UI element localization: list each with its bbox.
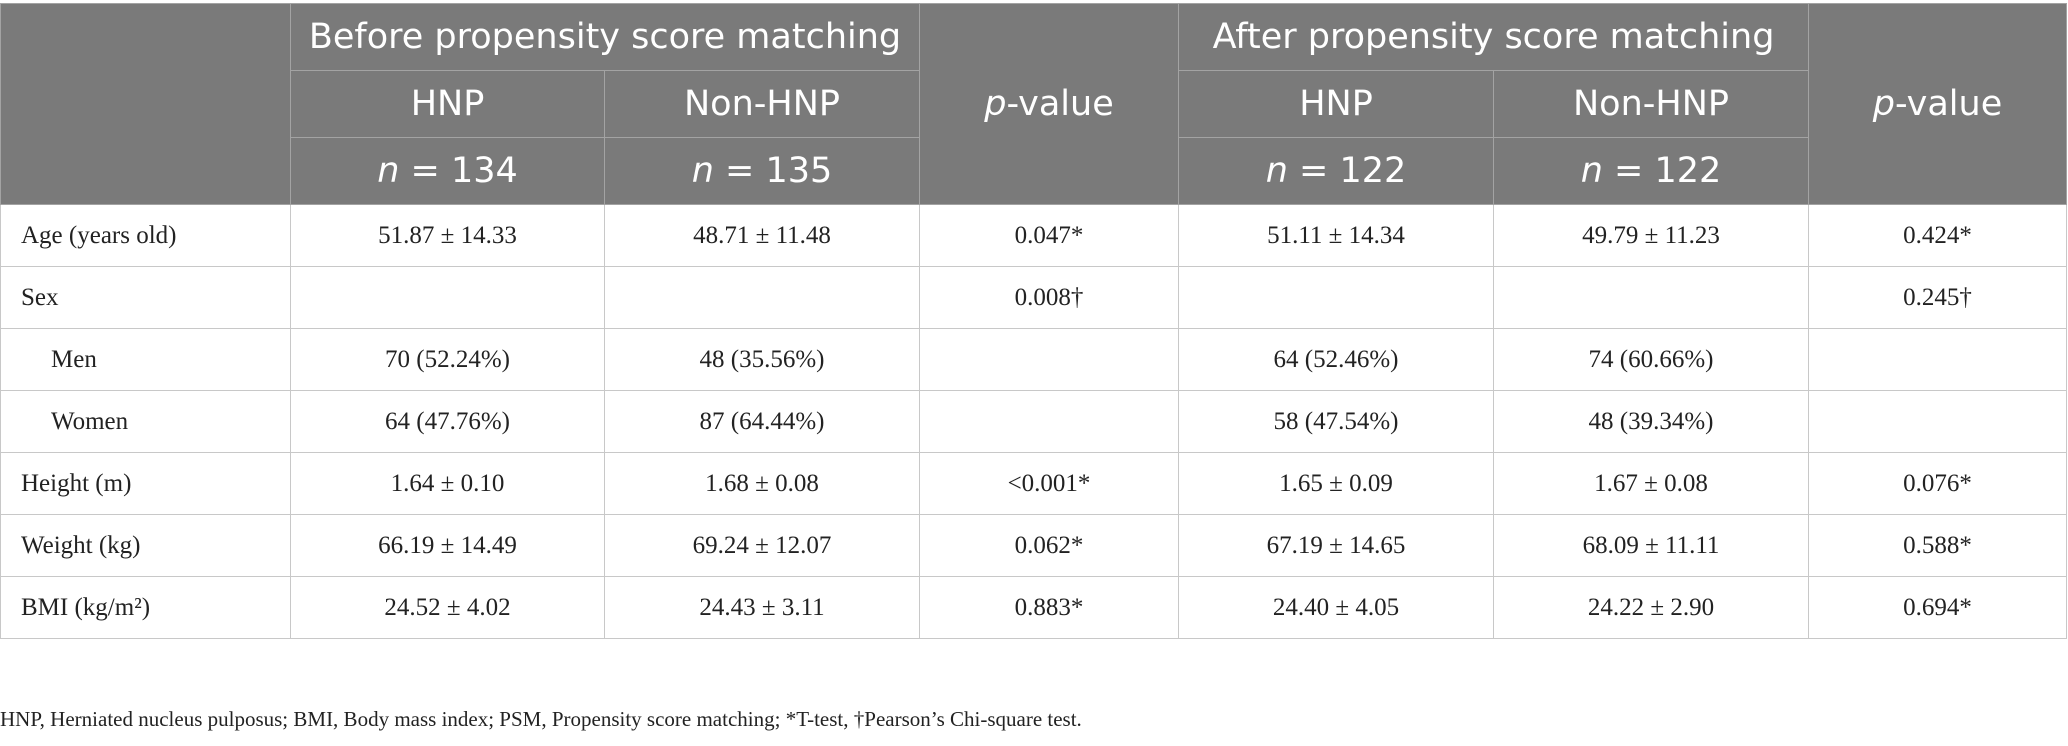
before-hnp-value: 24.52 ± 4.02 (290, 576, 605, 639)
before-hnp-value: 64 (47.76%) (290, 390, 605, 453)
n-letter: n (691, 151, 714, 191)
after-p-value (1808, 390, 2067, 453)
table-row: Women 64 (47.76%) 87 (64.44%) 58 (47.54%… (0, 390, 2067, 453)
after-non-hnp-value: 48 (39.34%) (1493, 390, 1809, 453)
data-table: Before propensity score matching p-value… (0, 3, 2067, 639)
n-value: = 122 (1287, 151, 1407, 191)
table-row: Age (years old) 51.87 ± 14.33 48.71 ± 11… (0, 204, 2067, 267)
table-row: Sex 0.008† 0.245† (0, 266, 2067, 329)
before-non-hnp-value: 1.68 ± 0.08 (604, 452, 920, 515)
after-hnp-value: 58 (47.54%) (1178, 390, 1494, 453)
before-p-value (919, 328, 1179, 391)
n-letter: n (1265, 151, 1288, 191)
before-hnp-n: n = 134 (290, 137, 605, 205)
before-hnp-value: 66.19 ± 14.49 (290, 514, 605, 577)
after-p-value: 0.424* (1808, 204, 2067, 267)
n-value: = 135 (713, 151, 833, 191)
after-hnp-value: 67.19 ± 14.65 (1178, 514, 1494, 577)
table-body: Age (years old) 51.87 ± 14.33 48.71 ± 11… (0, 204, 2067, 639)
after-hnp-value: 51.11 ± 14.34 (1178, 204, 1494, 267)
before-non-hnp-value: 87 (64.44%) (604, 390, 920, 453)
after-non-hnp-value: 1.67 ± 0.08 (1493, 452, 1809, 515)
n-value: = 134 (399, 151, 518, 191)
before-non-hnp-value: 48.71 ± 11.48 (604, 204, 920, 267)
row-label: Age (years old) (0, 204, 291, 267)
n-value: = 122 (1602, 151, 1722, 191)
after-hnp-value: 24.40 ± 4.05 (1178, 576, 1494, 639)
after-p-value: 0.076* (1808, 452, 2067, 515)
p-suffix: -value (1006, 84, 1114, 124)
header-empty-cell (0, 3, 291, 205)
after-hnp-value (1178, 266, 1494, 329)
p-letter: p (984, 84, 1007, 124)
p-letter: p (1872, 84, 1895, 124)
before-non-hnp-value (604, 266, 920, 329)
before-p-value-header: p-value (919, 3, 1179, 205)
before-p-value: 0.062* (919, 514, 1179, 577)
before-hnp-value (290, 266, 605, 329)
before-non-hnp-value: 48 (35.56%) (604, 328, 920, 391)
table-row: Weight (kg) 66.19 ± 14.49 69.24 ± 12.07 … (0, 514, 2067, 577)
after-non-hnp-value: 49.79 ± 11.23 (1493, 204, 1809, 267)
before-p-value: <0.001* (919, 452, 1179, 515)
table-row: BMI (kg/m²) 24.52 ± 4.02 24.43 ± 3.11 0.… (0, 576, 2067, 639)
row-label: Men (0, 328, 291, 391)
table-row: Men 70 (52.24%) 48 (35.56%) 64 (52.46%) … (0, 328, 2067, 391)
row-label: Height (m) (0, 452, 291, 515)
row-label: BMI (kg/m²) (0, 576, 291, 639)
before-non-hnp-value: 69.24 ± 12.07 (604, 514, 920, 577)
row-label: Weight (kg) (0, 514, 291, 577)
after-non-hnp-value: 74 (60.66%) (1493, 328, 1809, 391)
after-p-value: 0.588* (1808, 514, 2067, 577)
before-non-hnp-header: Non-HNP (604, 70, 920, 138)
before-p-value: 0.047* (919, 204, 1179, 267)
after-non-hnp-value: 68.09 ± 11.11 (1493, 514, 1809, 577)
n-letter: n (377, 151, 400, 191)
before-non-hnp-n: n = 135 (604, 137, 920, 205)
n-letter: n (1580, 151, 1603, 191)
row-label: Sex (0, 266, 291, 329)
before-p-value (919, 390, 1179, 453)
after-p-value-header: p-value (1808, 3, 2067, 205)
table-row: Height (m) 1.64 ± 0.10 1.68 ± 0.08 <0.00… (0, 452, 2067, 515)
row-label: Women (0, 390, 291, 453)
before-non-hnp-value: 24.43 ± 3.11 (604, 576, 920, 639)
after-hnp-value: 1.65 ± 0.09 (1178, 452, 1494, 515)
before-hnp-value: 70 (52.24%) (290, 328, 605, 391)
after-hnp-header: HNP (1178, 70, 1494, 138)
table-footnote: HNP, Herniated nucleus pulposus; BMI, Bo… (0, 707, 1082, 731)
after-p-value (1808, 328, 2067, 391)
after-hnp-n: n = 122 (1178, 137, 1494, 205)
after-p-value: 0.694* (1808, 576, 2067, 639)
before-hnp-header: HNP (290, 70, 605, 138)
p-suffix: -value (1894, 84, 2003, 124)
table-header: Before propensity score matching p-value… (0, 3, 2067, 205)
after-non-hnp-header: Non-HNP (1493, 70, 1809, 138)
after-non-hnp-value: 24.22 ± 2.90 (1493, 576, 1809, 639)
after-non-hnp-value (1493, 266, 1809, 329)
after-non-hnp-n: n = 122 (1493, 137, 1809, 205)
before-hnp-value: 51.87 ± 14.33 (290, 204, 605, 267)
before-hnp-value: 1.64 ± 0.10 (290, 452, 605, 515)
after-p-value: 0.245† (1808, 266, 2067, 329)
after-hnp-value: 64 (52.46%) (1178, 328, 1494, 391)
after-psm-header: After propensity score matching (1178, 3, 1809, 71)
before-p-value: 0.008† (919, 266, 1179, 329)
before-psm-header: Before propensity score matching (290, 3, 920, 71)
before-p-value: 0.883* (919, 576, 1179, 639)
